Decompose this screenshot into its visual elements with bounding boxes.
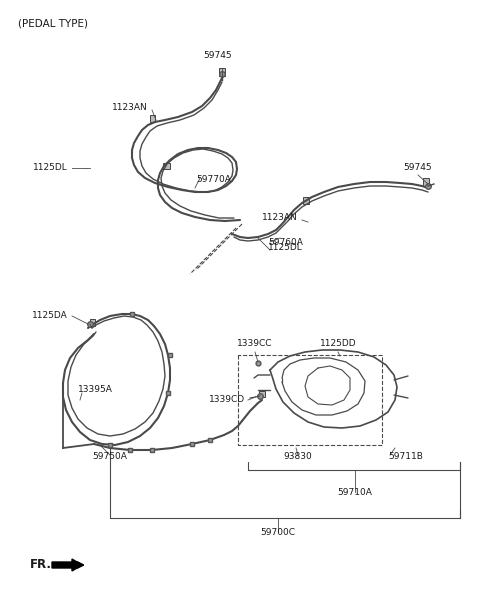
Text: 59711B: 59711B — [388, 452, 423, 461]
Text: 1125DD: 1125DD — [320, 339, 356, 348]
Text: 13395A: 13395A — [78, 385, 113, 395]
Bar — [163, 163, 169, 169]
Text: 1339CD: 1339CD — [209, 396, 245, 404]
Text: 59760A: 59760A — [268, 238, 303, 247]
Text: 59750A: 59750A — [93, 452, 127, 461]
Text: 59700C: 59700C — [261, 528, 296, 537]
Text: (PEDAL TYPE): (PEDAL TYPE) — [18, 18, 88, 28]
Text: 1339CC: 1339CC — [237, 339, 273, 348]
Text: FR.: FR. — [30, 559, 52, 571]
Text: 59745: 59745 — [404, 163, 432, 172]
Bar — [423, 178, 429, 186]
Text: 59745: 59745 — [204, 51, 232, 60]
Bar — [219, 68, 225, 76]
Text: 1123AN: 1123AN — [262, 213, 298, 222]
Text: 1125DA: 1125DA — [32, 310, 68, 319]
Bar — [303, 196, 309, 204]
Text: 1125DL: 1125DL — [33, 164, 68, 173]
Text: 1125DL: 1125DL — [268, 244, 303, 253]
FancyArrow shape — [52, 559, 82, 571]
Bar — [259, 391, 265, 397]
Text: 59710A: 59710A — [337, 488, 372, 497]
Text: 59770A: 59770A — [196, 175, 231, 184]
Text: 93830: 93830 — [284, 452, 312, 461]
Bar — [89, 319, 95, 325]
Bar — [149, 115, 155, 121]
Text: 1123AN: 1123AN — [112, 104, 148, 113]
